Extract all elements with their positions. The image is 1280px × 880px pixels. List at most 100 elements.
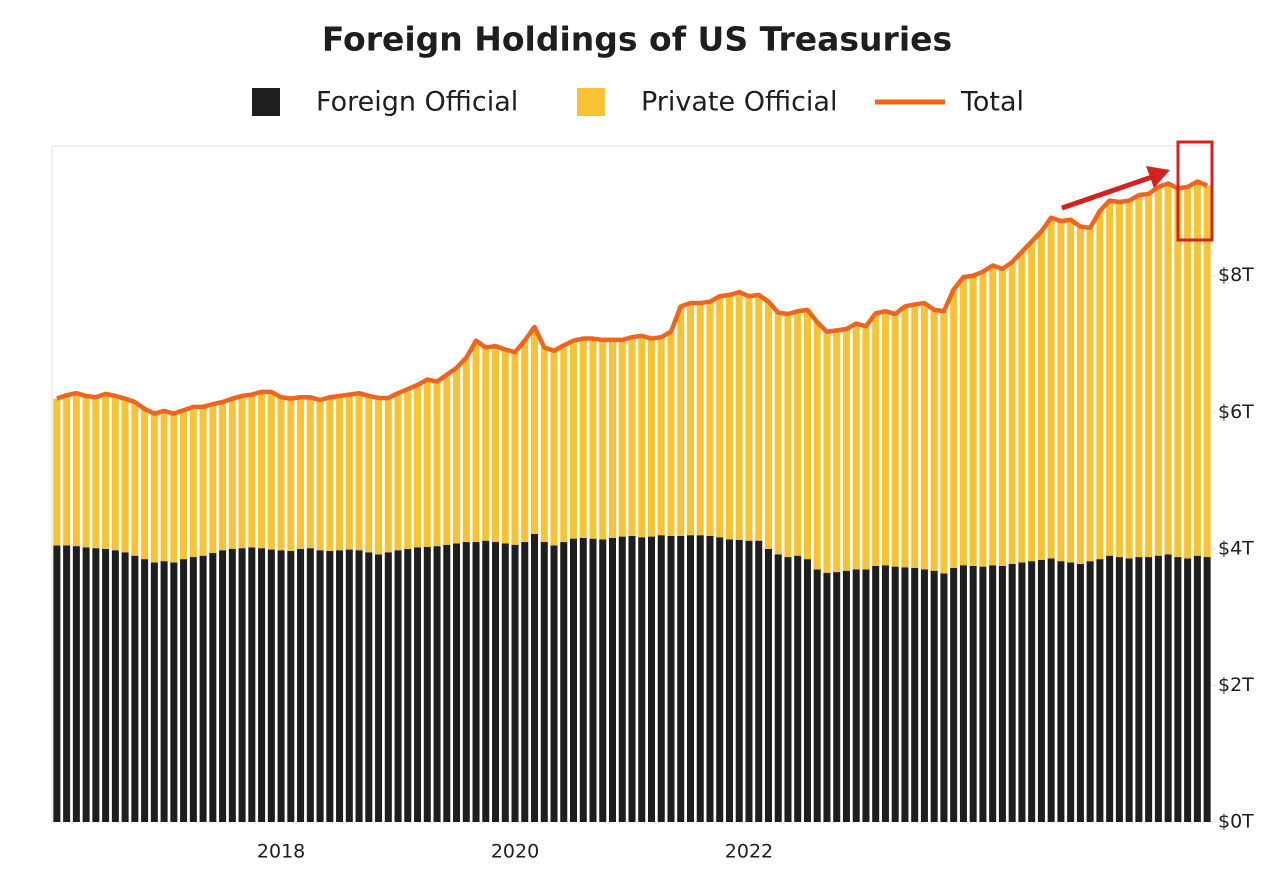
bar-segment xyxy=(150,413,158,563)
y-tick-label: $2T xyxy=(1218,674,1254,696)
bar-segment xyxy=(258,548,266,822)
bar-segment xyxy=(453,367,461,544)
bar-segment xyxy=(1008,563,1016,822)
bar-segment xyxy=(1037,559,1045,822)
bar-segment xyxy=(111,395,119,551)
bar-segment xyxy=(219,550,227,822)
bar-segment xyxy=(930,309,938,571)
bar-segment xyxy=(1193,181,1201,556)
bar-segment xyxy=(482,347,490,541)
bar-segment xyxy=(813,322,821,570)
bar-segment xyxy=(277,550,285,822)
bar-segment xyxy=(228,398,236,549)
bar-segment xyxy=(375,554,383,822)
bar-segment xyxy=(1018,562,1026,822)
bar-segment xyxy=(657,535,665,822)
bar-segment xyxy=(930,570,938,822)
bar-segment xyxy=(1008,262,1016,564)
bar-segment xyxy=(443,544,451,822)
bar-segment xyxy=(979,566,987,822)
bar-segment xyxy=(677,306,685,536)
bar-segment xyxy=(150,562,158,822)
bar-segment xyxy=(482,540,490,822)
bar-segment xyxy=(248,394,256,548)
bar-segment xyxy=(1115,557,1123,822)
legend-label: Foreign Official xyxy=(316,87,518,118)
bar-segment xyxy=(667,331,675,536)
bar-segment xyxy=(706,301,714,536)
bar-segment xyxy=(384,397,392,553)
bar-segment xyxy=(735,292,743,540)
bar-segment xyxy=(852,569,860,822)
bar-segment xyxy=(940,573,948,822)
bar-segment xyxy=(823,572,831,822)
bar-segment xyxy=(72,546,80,822)
bar-segment xyxy=(102,548,110,822)
bar-segment xyxy=(531,326,539,534)
bar-segment xyxy=(1076,226,1084,564)
bar-segment xyxy=(872,565,880,822)
bar-segment xyxy=(238,548,246,822)
bar-segment xyxy=(228,548,236,822)
y-tick-label: $6T xyxy=(1218,401,1254,423)
bar-segment xyxy=(180,410,188,560)
bar-segment xyxy=(608,339,617,538)
bar-segment xyxy=(160,561,168,822)
bar-segment xyxy=(326,397,334,551)
bar-segment xyxy=(862,569,870,822)
bar-segment xyxy=(599,539,607,822)
bar-segment xyxy=(725,539,733,822)
bar-segment xyxy=(647,338,656,537)
legend-label: Private Official xyxy=(641,87,837,118)
bar-segment xyxy=(1018,251,1026,563)
bar-segment xyxy=(511,352,519,545)
bar-segment xyxy=(911,567,919,822)
bar-segment xyxy=(1086,561,1094,822)
bar-segment xyxy=(365,552,373,822)
bar-segment xyxy=(862,326,870,570)
bar-segment xyxy=(180,559,188,822)
bar-segment xyxy=(998,268,1006,566)
plot-area xyxy=(51,145,1212,822)
bar-segment xyxy=(141,559,149,822)
bar-segment xyxy=(1067,219,1075,563)
bar-segment xyxy=(326,550,334,822)
bar-segment xyxy=(647,536,656,822)
legend-swatch xyxy=(577,88,605,116)
bar-segment xyxy=(755,294,763,541)
bar-segment xyxy=(1164,554,1172,822)
bar-segment xyxy=(725,294,733,540)
bar-segment xyxy=(189,557,197,822)
bar-segment xyxy=(1115,201,1123,558)
bar-segment xyxy=(833,572,841,822)
bar-segment xyxy=(394,393,402,551)
bar-segment xyxy=(1184,558,1192,822)
bar-segment xyxy=(1028,241,1036,562)
bar-segment xyxy=(1154,555,1162,822)
bar-segment xyxy=(1135,557,1143,822)
bar-segment xyxy=(803,309,811,560)
bar-segment xyxy=(540,347,548,543)
bar-segment xyxy=(423,546,431,822)
highlight-box xyxy=(1176,140,1214,242)
bar-segment xyxy=(1154,186,1162,556)
bar-segment xyxy=(813,569,821,822)
bar-segment xyxy=(209,404,217,553)
bar-segment xyxy=(842,328,850,571)
bar-segment xyxy=(764,301,772,549)
bar-segment xyxy=(345,394,353,550)
bar-segment xyxy=(1076,563,1084,822)
bar-segment xyxy=(1125,200,1133,559)
bar-segment xyxy=(1135,195,1143,558)
bar-segment xyxy=(677,535,685,822)
bar-segment xyxy=(833,330,841,573)
bar-segment xyxy=(959,565,967,822)
bar-segment xyxy=(774,312,782,555)
bar-segment xyxy=(53,398,61,546)
bar-segment xyxy=(1184,186,1192,559)
bar-segment xyxy=(336,395,344,551)
bar-segment xyxy=(696,303,704,536)
bar-segment xyxy=(111,550,119,822)
chart-title: Foreign Holdings of US Treasuries xyxy=(322,20,952,59)
bar-segment xyxy=(63,395,71,546)
